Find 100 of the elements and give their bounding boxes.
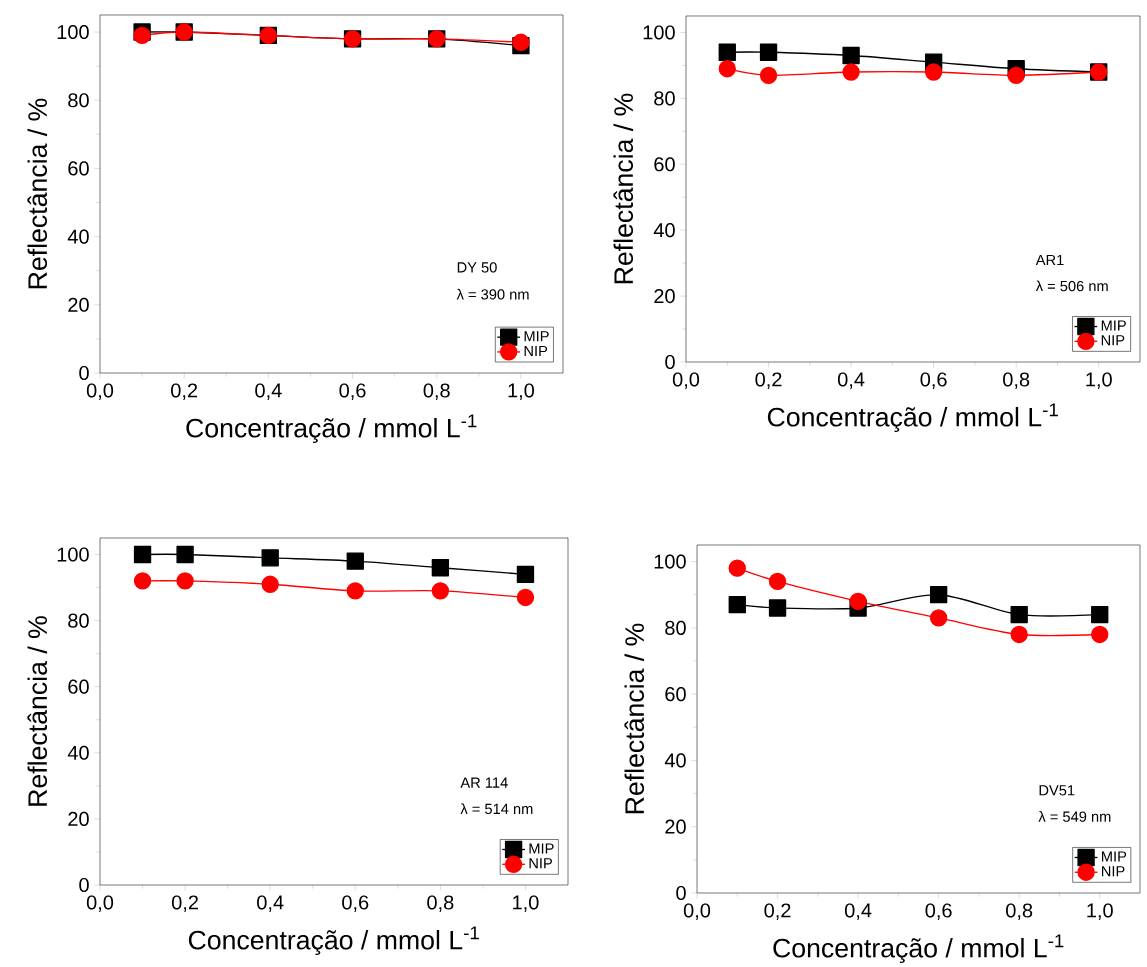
- x-tick-label: 0,8: [1003, 372, 1030, 389]
- y-tick-label: 20: [654, 288, 675, 303]
- y-tick-label: 20: [68, 811, 89, 826]
- y-tick-label: 20: [68, 297, 89, 312]
- point: [512, 33, 530, 51]
- x-tick-label: 0,6: [339, 383, 366, 400]
- x-tick-label: 0,2: [764, 903, 791, 920]
- y-tick-label: 60: [654, 157, 675, 172]
- point: [929, 585, 948, 604]
- point: [849, 592, 867, 610]
- point: [261, 575, 279, 593]
- point: [768, 572, 787, 590]
- x-axis-title: Concentração / mmol L$^{-1}$: [773, 934, 1064, 963]
- x-tick-label: 0,0: [86, 895, 114, 912]
- point: [516, 588, 535, 606]
- annotation: λ = 390 nm: [456, 288, 529, 300]
- y-tick-label: 60: [68, 679, 89, 694]
- point: [728, 559, 746, 577]
- y-tick-label: 60: [68, 161, 89, 176]
- annotation: AR 114: [460, 777, 508, 788]
- point: [1007, 66, 1025, 84]
- y-axis-title: Reflectância / %: [624, 623, 645, 813]
- point: [728, 595, 746, 614]
- x-tick-label: 0,0: [672, 372, 700, 389]
- x-tick-label: 0,6: [925, 903, 952, 920]
- x-tick-label: 0,6: [920, 372, 947, 389]
- y-tick-label: 40: [653, 222, 675, 238]
- point: [929, 609, 948, 627]
- point: [924, 63, 943, 81]
- y-tick-label: 0: [79, 365, 89, 380]
- point: [842, 46, 860, 65]
- x-tick-label: 1,0: [1087, 903, 1113, 920]
- point: [431, 558, 450, 577]
- y-tick-label: 100: [654, 554, 686, 569]
- point: [768, 599, 787, 617]
- annotation: λ = 549 nm: [1038, 810, 1111, 822]
- x-tick-label: 0,4: [837, 372, 865, 389]
- annotation: AR1: [1035, 254, 1064, 265]
- point: [346, 552, 364, 570]
- point: [516, 565, 535, 583]
- y-axis-title: Reflectância / %: [27, 98, 48, 288]
- y-axis-title: Reflectância / %: [27, 615, 48, 806]
- y-tick-label: 80: [665, 620, 686, 635]
- legend-label: MIP: [529, 843, 554, 854]
- y-axis-title: Reflectância / %: [613, 93, 634, 283]
- x-tick-label: 0,4: [844, 903, 872, 920]
- point: [346, 582, 364, 600]
- x-axis-title: Concentração / mmol L$^{-1}$: [767, 403, 1058, 432]
- point: [431, 582, 450, 600]
- point: [759, 43, 778, 61]
- x-axis-title: Concentração / mmol L$^{-1}$: [186, 414, 477, 443]
- y-tick-label: 80: [68, 92, 89, 108]
- point: [1010, 625, 1028, 643]
- y-tick-label: 20: [665, 819, 686, 834]
- point: [1091, 605, 1109, 624]
- point: [133, 545, 152, 563]
- annotation: λ = 506 nm: [1035, 280, 1108, 292]
- annotation: λ = 514 nm: [460, 803, 533, 814]
- point: [1010, 605, 1028, 624]
- legend-label: MIP: [1101, 320, 1126, 331]
- x-tick-label: 0,0: [86, 383, 114, 400]
- legend-label: NIP: [529, 858, 552, 869]
- x-axis-title: Concentração / mmol L$^{-1}$: [188, 926, 479, 955]
- y-tick-label: 80: [654, 91, 675, 106]
- legend-label: MIP: [1102, 851, 1127, 862]
- x-tick-label: 1,0: [1086, 372, 1112, 389]
- point: [718, 43, 736, 61]
- x-tick-label: 1,0: [508, 383, 535, 400]
- y-tick-label: 60: [665, 686, 686, 702]
- legend-label: NIP: [1102, 866, 1125, 877]
- x-tick-label: 0,2: [171, 383, 198, 400]
- y-tick-label: 80: [68, 613, 89, 628]
- legend-label: NIP: [1101, 335, 1125, 346]
- x-tick-label: 0,8: [423, 383, 450, 400]
- point: [133, 572, 152, 590]
- point: [176, 572, 194, 590]
- y-tick-label: 100: [643, 25, 675, 40]
- x-tick-label: 0,2: [171, 895, 198, 912]
- y-tick-label: 0: [665, 354, 675, 369]
- y-tick-label: 100: [57, 547, 89, 562]
- y-tick-label: 0: [676, 885, 686, 900]
- annotation: DV51: [1039, 785, 1075, 796]
- point: [718, 59, 736, 78]
- point: [1091, 625, 1109, 643]
- x-tick-label: 1,0: [513, 895, 539, 912]
- y-tick-label: 100: [57, 24, 89, 39]
- y-tick-label: 0: [79, 877, 89, 892]
- x-tick-label: 0,8: [1006, 903, 1033, 920]
- x-tick-label: 0,4: [257, 895, 284, 912]
- point: [176, 545, 194, 563]
- x-tick-label: 0,4: [255, 383, 282, 400]
- x-tick-label: 0,6: [342, 895, 369, 912]
- x-tick-label: 0,2: [755, 372, 782, 389]
- point: [759, 66, 778, 84]
- point: [842, 63, 860, 81]
- x-tick-label: 0,8: [427, 895, 454, 912]
- legend-label: NIP: [524, 345, 548, 356]
- point: [261, 548, 279, 567]
- legend-label: MIP: [524, 330, 549, 342]
- y-tick-label: 40: [67, 745, 89, 760]
